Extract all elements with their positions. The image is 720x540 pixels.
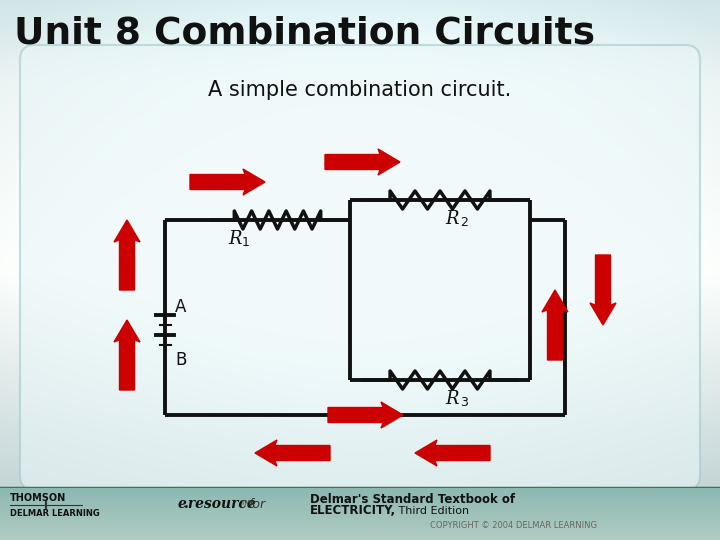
Text: for: for [248,498,265,511]
Text: Delmar's Standard Textbook of: Delmar's Standard Textbook of [310,493,519,506]
Text: ELECTRICITY,: ELECTRICITY, [310,504,396,517]
Text: R: R [445,210,459,228]
FancyArrow shape [190,169,265,195]
Text: Unit 8 Combination Circuits: Unit 8 Combination Circuits [14,16,595,52]
Text: e: e [178,497,187,511]
Text: .resource: .resource [184,497,257,511]
Text: A simple combination circuit.: A simple combination circuit. [208,80,512,100]
FancyBboxPatch shape [20,45,700,490]
FancyArrow shape [325,149,400,175]
Text: 2: 2 [460,216,468,229]
FancyArrow shape [415,440,490,466]
FancyArrow shape [114,220,140,290]
Text: R: R [445,390,459,408]
Text: R: R [228,230,241,248]
Text: DELMAR LEARNING: DELMAR LEARNING [10,509,100,518]
FancyArrow shape [328,402,403,428]
Text: Third Edition: Third Edition [395,506,469,516]
Text: TM: TM [240,500,251,506]
Text: B: B [175,351,186,369]
FancyArrow shape [255,440,330,466]
FancyArrow shape [114,320,140,390]
Text: COPYRIGHT © 2004 DELMAR LEARNING: COPYRIGHT © 2004 DELMAR LEARNING [430,521,597,530]
Text: THOMSON: THOMSON [10,493,66,503]
Text: 3: 3 [460,396,468,409]
Text: 1: 1 [242,236,250,249]
Text: A: A [175,298,186,316]
FancyArrow shape [590,255,616,325]
FancyArrow shape [542,290,568,360]
